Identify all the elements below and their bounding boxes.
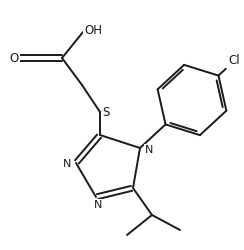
Text: O: O — [9, 52, 19, 64]
Text: S: S — [102, 106, 110, 120]
Text: N: N — [94, 200, 102, 210]
Text: Cl: Cl — [228, 54, 240, 67]
Text: N: N — [145, 145, 153, 155]
Text: OH: OH — [84, 24, 102, 38]
Text: N: N — [63, 159, 71, 169]
